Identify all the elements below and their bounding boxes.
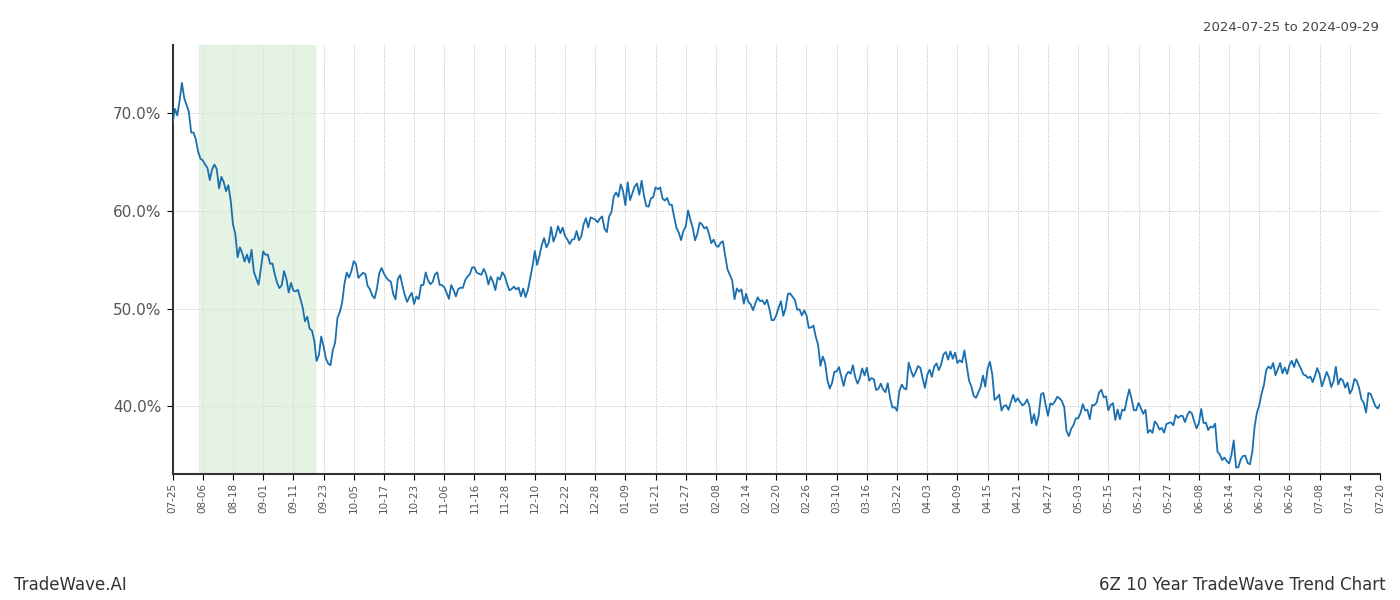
Text: 6Z 10 Year TradeWave Trend Chart: 6Z 10 Year TradeWave Trend Chart (1099, 576, 1386, 594)
Text: 2024-07-25 to 2024-09-29: 2024-07-25 to 2024-09-29 (1203, 21, 1379, 34)
Text: TradeWave.AI: TradeWave.AI (14, 576, 127, 594)
Bar (199, 45, 315, 475)
